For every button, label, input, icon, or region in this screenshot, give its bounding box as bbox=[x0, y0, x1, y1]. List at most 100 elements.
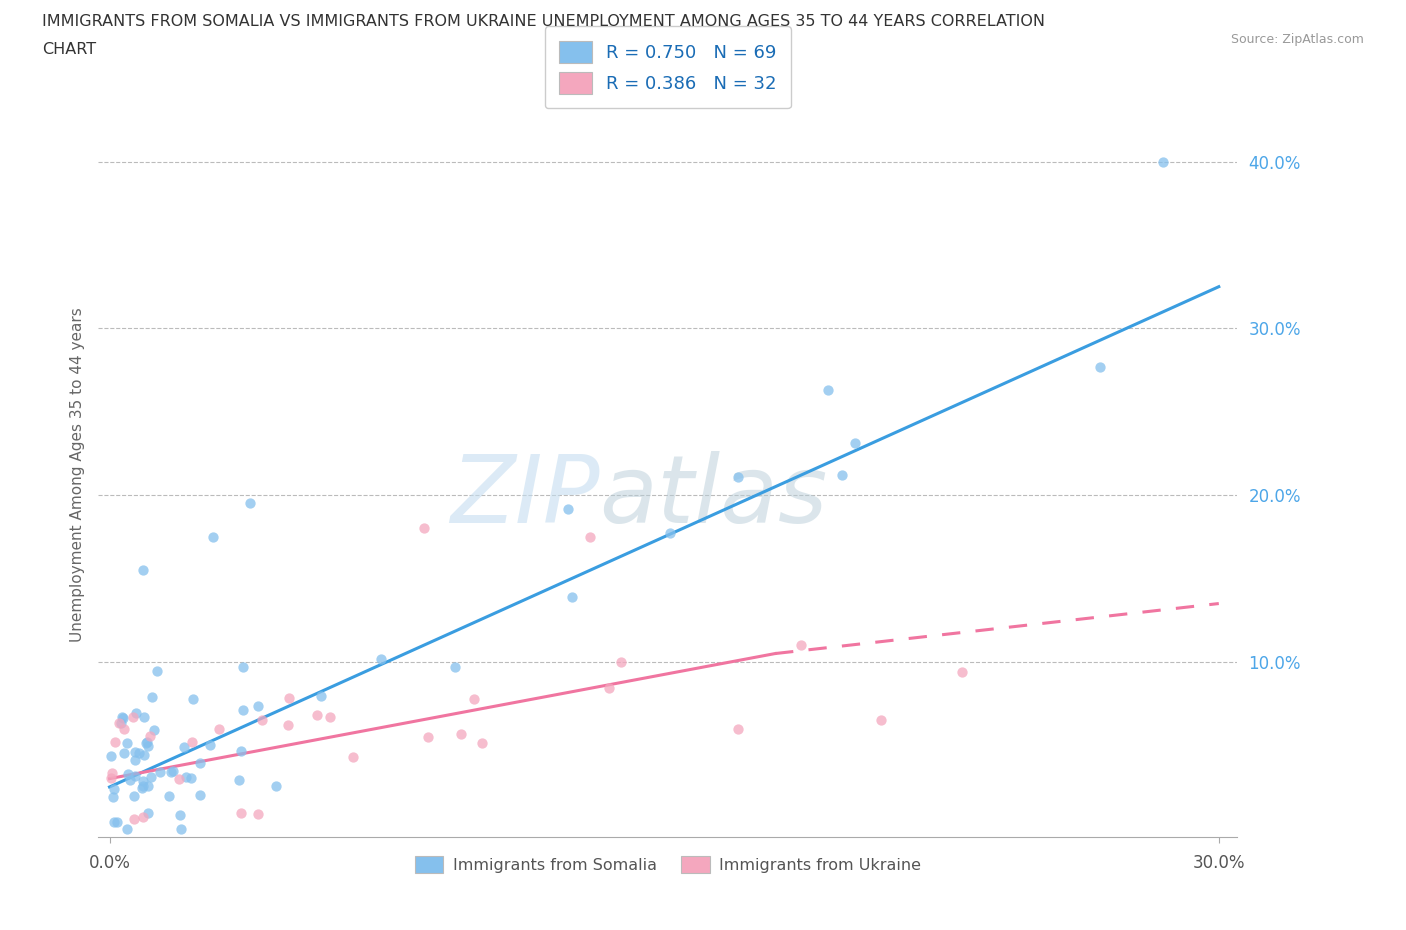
Y-axis label: Unemployment Among Ages 35 to 44 years: Unemployment Among Ages 35 to 44 years bbox=[69, 307, 84, 642]
Point bbox=[176, 769, 198, 784]
Point bbox=[180, 771, 202, 786]
Point bbox=[659, 525, 682, 540]
Point bbox=[132, 563, 155, 578]
Point bbox=[412, 521, 434, 536]
Point bbox=[139, 769, 162, 784]
Point bbox=[831, 467, 853, 482]
Point bbox=[112, 721, 135, 736]
Point bbox=[103, 815, 125, 830]
Point bbox=[122, 811, 145, 826]
Point bbox=[247, 806, 270, 821]
Point bbox=[128, 746, 150, 761]
Point bbox=[125, 705, 148, 720]
Point bbox=[103, 790, 125, 804]
Point bbox=[141, 689, 163, 704]
Point bbox=[277, 717, 299, 732]
Point bbox=[169, 808, 191, 823]
Point bbox=[131, 809, 153, 824]
Point bbox=[231, 805, 253, 820]
Point bbox=[228, 773, 250, 788]
Text: CHART: CHART bbox=[42, 42, 96, 57]
Text: atlas: atlas bbox=[599, 450, 828, 541]
Point bbox=[120, 773, 142, 788]
Point bbox=[100, 771, 122, 786]
Point bbox=[246, 698, 269, 713]
Point bbox=[132, 748, 155, 763]
Point bbox=[167, 772, 190, 787]
Point bbox=[471, 736, 494, 751]
Point bbox=[110, 715, 132, 730]
Point bbox=[103, 781, 125, 796]
Point bbox=[208, 722, 231, 737]
Point bbox=[124, 752, 146, 767]
Point bbox=[138, 729, 160, 744]
Point bbox=[264, 778, 287, 793]
Point bbox=[162, 764, 184, 778]
Point bbox=[370, 652, 392, 667]
Point bbox=[1090, 360, 1112, 375]
Point bbox=[229, 744, 252, 759]
Point bbox=[188, 788, 211, 803]
Point bbox=[950, 665, 973, 680]
Point bbox=[200, 737, 222, 752]
Point bbox=[579, 529, 602, 544]
Point bbox=[136, 738, 159, 753]
Point bbox=[104, 735, 127, 750]
Point bbox=[132, 774, 155, 789]
Point bbox=[450, 726, 472, 741]
Point bbox=[111, 710, 134, 724]
Point bbox=[789, 638, 811, 653]
Point bbox=[134, 710, 156, 724]
Point bbox=[108, 715, 131, 730]
Point bbox=[132, 778, 155, 793]
Point bbox=[100, 749, 122, 764]
Point bbox=[561, 590, 583, 604]
Point bbox=[145, 664, 167, 679]
Point bbox=[318, 710, 340, 724]
Point bbox=[112, 746, 135, 761]
Point bbox=[307, 708, 329, 723]
Point bbox=[149, 764, 172, 779]
Point bbox=[183, 692, 205, 707]
Point bbox=[136, 778, 159, 793]
Point bbox=[557, 501, 579, 516]
Point bbox=[157, 789, 180, 804]
Point bbox=[844, 436, 866, 451]
Point bbox=[817, 382, 839, 397]
Point bbox=[170, 821, 193, 836]
Point bbox=[122, 710, 145, 724]
Point bbox=[136, 806, 159, 821]
Point bbox=[309, 688, 332, 703]
Point bbox=[342, 750, 364, 764]
Point bbox=[134, 735, 156, 750]
Point bbox=[124, 769, 146, 784]
Point bbox=[870, 712, 893, 727]
Point bbox=[160, 764, 183, 779]
Point bbox=[250, 712, 273, 727]
Point bbox=[416, 729, 439, 744]
Point bbox=[111, 711, 134, 725]
Point bbox=[239, 496, 262, 511]
Point bbox=[107, 815, 129, 830]
Point bbox=[232, 659, 254, 674]
Point bbox=[463, 691, 485, 706]
Legend: Immigrants from Somalia, Immigrants from Ukraine: Immigrants from Somalia, Immigrants from… bbox=[408, 850, 928, 880]
Point bbox=[610, 655, 633, 670]
Point bbox=[131, 780, 153, 795]
Text: IMMIGRANTS FROM SOMALIA VS IMMIGRANTS FROM UKRAINE UNEMPLOYMENT AMONG AGES 35 TO: IMMIGRANTS FROM SOMALIA VS IMMIGRANTS FR… bbox=[42, 14, 1045, 29]
Point bbox=[101, 766, 124, 781]
Text: Source: ZipAtlas.com: Source: ZipAtlas.com bbox=[1230, 33, 1364, 46]
Point bbox=[727, 721, 749, 736]
Point bbox=[598, 681, 620, 696]
Point bbox=[117, 736, 139, 751]
Point bbox=[181, 735, 204, 750]
Point bbox=[136, 735, 159, 750]
Point bbox=[173, 739, 195, 754]
Point bbox=[1152, 154, 1174, 169]
Point bbox=[122, 789, 145, 804]
Text: ZIP: ZIP bbox=[450, 450, 599, 541]
Point bbox=[202, 529, 225, 544]
Point bbox=[188, 755, 211, 770]
Point bbox=[727, 470, 749, 485]
Point bbox=[117, 766, 139, 781]
